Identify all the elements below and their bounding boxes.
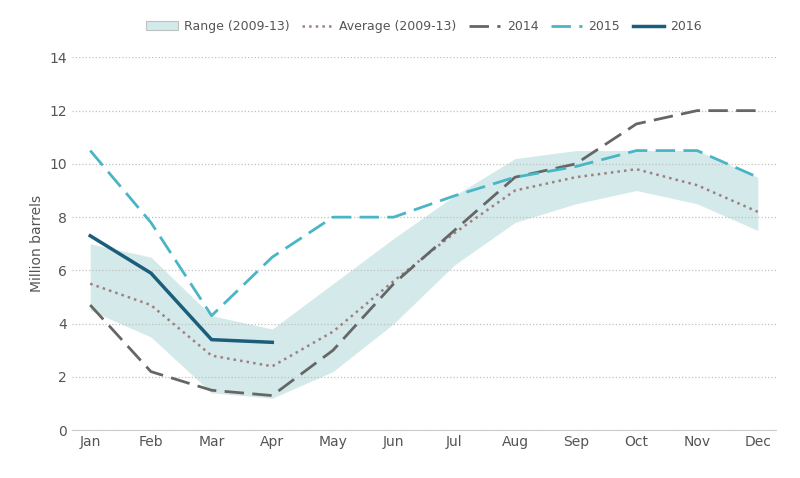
Legend: Range (2009-13), Average (2009-13), 2014, 2015, 2016: Range (2009-13), Average (2009-13), 2014… <box>142 15 706 38</box>
Y-axis label: Million barrels: Million barrels <box>30 195 44 293</box>
